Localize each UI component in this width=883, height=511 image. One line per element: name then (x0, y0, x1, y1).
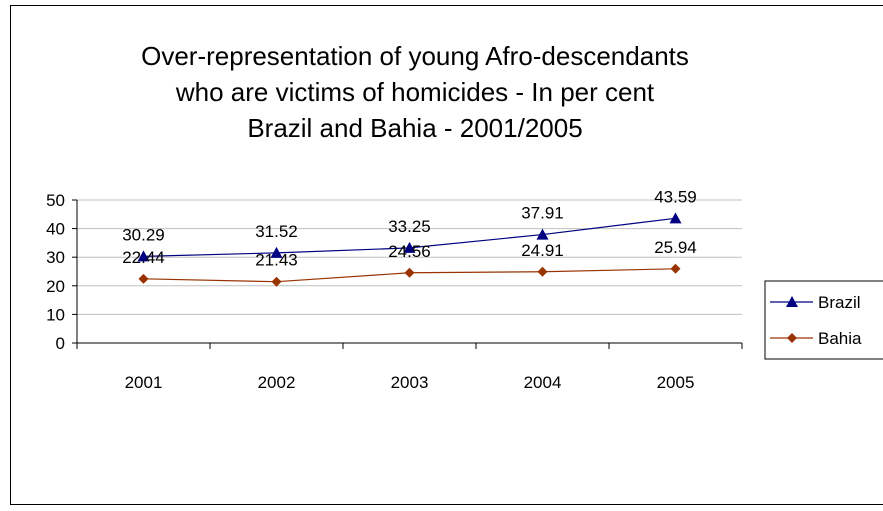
data-label: 25.94 (654, 238, 697, 257)
chart-title-line-2: who are victims of homicides - In per ce… (175, 77, 655, 107)
x-tick-label: 2005 (657, 373, 695, 392)
data-label: 22.44 (122, 248, 165, 267)
y-tick-label: 20 (46, 277, 65, 296)
y-tick-label: 30 (46, 248, 65, 267)
axes (76, 200, 742, 344)
data-point-marker (536, 228, 549, 240)
y-tick-label: 0 (56, 334, 65, 353)
x-tick-label: 2004 (524, 373, 562, 392)
gridlines (77, 199, 742, 315)
data-point-marker (138, 273, 149, 284)
data-point-marker (137, 250, 150, 262)
series-brazil: 30.29 31.52 33.25 37.91 43.59 (122, 187, 697, 262)
data-point-marker (669, 212, 682, 224)
legend: Brazil Bahia (764, 280, 883, 360)
data-label: 24.91 (521, 241, 564, 260)
chart-title-line-1: Over-representation of young Afro-descen… (141, 41, 689, 71)
data-label: 30.29 (122, 225, 165, 244)
data-point-marker (403, 241, 416, 253)
data-label: 37.91 (521, 204, 564, 223)
data-label: 43.59 (654, 187, 697, 206)
legend-label: Bahia (818, 329, 862, 348)
legend-item-brazil: Brazil (770, 293, 861, 312)
legend-item-bahia: Bahia (770, 329, 862, 348)
series-layer: 30.29 31.52 33.25 37.91 43.59 22.44 21.43 24.56… (122, 187, 697, 287)
data-label: 24.56 (388, 242, 431, 261)
y-axis-ticks: 0 10 20 30 40 50 (46, 191, 77, 353)
data-label: 21.43 (255, 251, 298, 270)
legend-swatch-marker (786, 296, 798, 307)
legend-swatch-marker (787, 333, 797, 343)
y-tick-label: 50 (46, 191, 65, 210)
series-bahia: 22.44 21.43 24.56 24.91 25.94 (122, 238, 697, 287)
data-point-marker (404, 267, 415, 278)
data-point-marker (537, 266, 548, 277)
x-tick-label: 2003 (391, 373, 429, 392)
data-label: 31.52 (255, 222, 298, 241)
legend-label: Brazil (818, 293, 861, 312)
line-chart: Over-representation of young Afro-descen… (10, 5, 883, 505)
y-tick-label: 40 (46, 220, 65, 239)
chart-border (10, 5, 883, 505)
x-tick-label: 2002 (258, 373, 296, 392)
chart-title-line-3: Brazil and Bahia - 2001/2005 (247, 113, 582, 143)
data-point-marker (270, 246, 283, 258)
data-point-marker (271, 276, 282, 287)
data-label: 33.25 (388, 217, 431, 236)
data-point-marker (670, 263, 681, 274)
x-axis-ticks: 2001 2002 2003 2004 2005 (76, 343, 743, 392)
x-tick-label: 2001 (125, 373, 163, 392)
legend-box (764, 280, 883, 360)
chart-frame: Over-representation of young Afro-descen… (10, 5, 883, 505)
y-tick-label: 10 (46, 305, 65, 324)
